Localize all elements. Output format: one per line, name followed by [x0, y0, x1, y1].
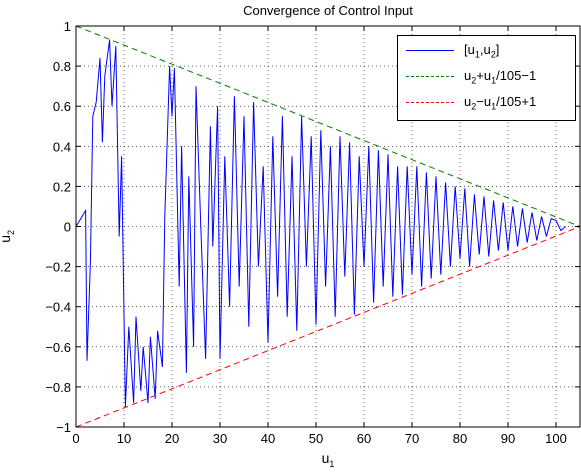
legend-entry-lower-bound: u2−u1/105+1	[406, 94, 576, 112]
legend-line-red	[406, 102, 454, 103]
x-tick-label: 10	[117, 431, 131, 446]
y-axis-label: u2	[0, 229, 16, 243]
y-tick-label: −0.4	[45, 300, 71, 315]
x-tick-label: 80	[453, 431, 467, 446]
x-tick-label: 30	[213, 431, 227, 446]
x-tick-label: 50	[309, 431, 323, 446]
y-tick-label: 0.2	[53, 179, 71, 194]
x-tick-label: 60	[357, 431, 371, 446]
y-tick-label: 0	[64, 220, 71, 235]
y-tick-label: −0.6	[45, 340, 71, 355]
x-tick-label: 100	[545, 431, 567, 446]
x-tick-label: 20	[165, 431, 179, 446]
series-line-1	[75, 39, 566, 407]
legend-text-lower-bound: u2−u1/105+1	[464, 94, 537, 112]
y-tick-label: 0.4	[53, 139, 71, 154]
legend: [u1,u2] u2+u1/105−1 u2−u1/105+1	[397, 35, 576, 121]
legend-entry-trajectory: [u1,u2]	[406, 42, 576, 60]
y-tick-label: −0.8	[45, 380, 71, 395]
y-tick-label: 0.8	[53, 59, 71, 74]
x-tick-label: 90	[501, 431, 515, 446]
y-tick-label: −0.2	[45, 260, 71, 275]
series-line-2	[75, 25, 581, 227]
legend-line-blue	[406, 50, 454, 51]
x-tick-label: 0	[72, 431, 79, 446]
y-tick-label: −1	[56, 420, 71, 435]
y-tick-label: 1	[64, 19, 71, 34]
x-axis-label: u1	[321, 450, 335, 469]
x-tick-label: 70	[405, 431, 419, 446]
legend-line-green	[406, 76, 454, 77]
y-axis-label-wrap: u2	[0, 230, 20, 243]
series-line-3	[75, 226, 581, 428]
legend-entry-upper-bound: u2+u1/105−1	[406, 68, 576, 86]
legend-text-upper-bound: u2+u1/105−1	[464, 68, 537, 86]
chart-title: Convergence of Control Input	[243, 3, 413, 18]
x-tick-label: 40	[261, 431, 275, 446]
legend-text-trajectory: [u1,u2]	[464, 42, 500, 60]
y-tick-label: 0.6	[53, 99, 71, 114]
